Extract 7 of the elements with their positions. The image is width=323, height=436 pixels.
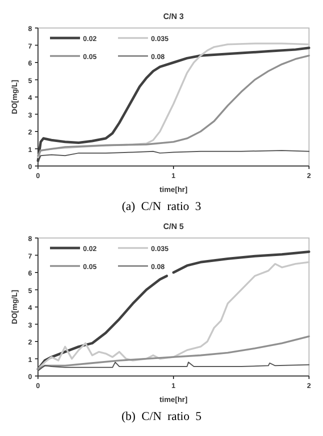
line-series bbox=[38, 362, 310, 372]
chart-title: C/N 5 bbox=[163, 222, 184, 231]
text: (a) C/N ratio 3 bbox=[122, 199, 202, 213]
line-series bbox=[37, 335, 310, 370]
text: (b) C/N ratio 5 bbox=[122, 409, 202, 423]
line-series bbox=[38, 150, 310, 164]
chart-title: C/N 3 bbox=[163, 12, 184, 21]
